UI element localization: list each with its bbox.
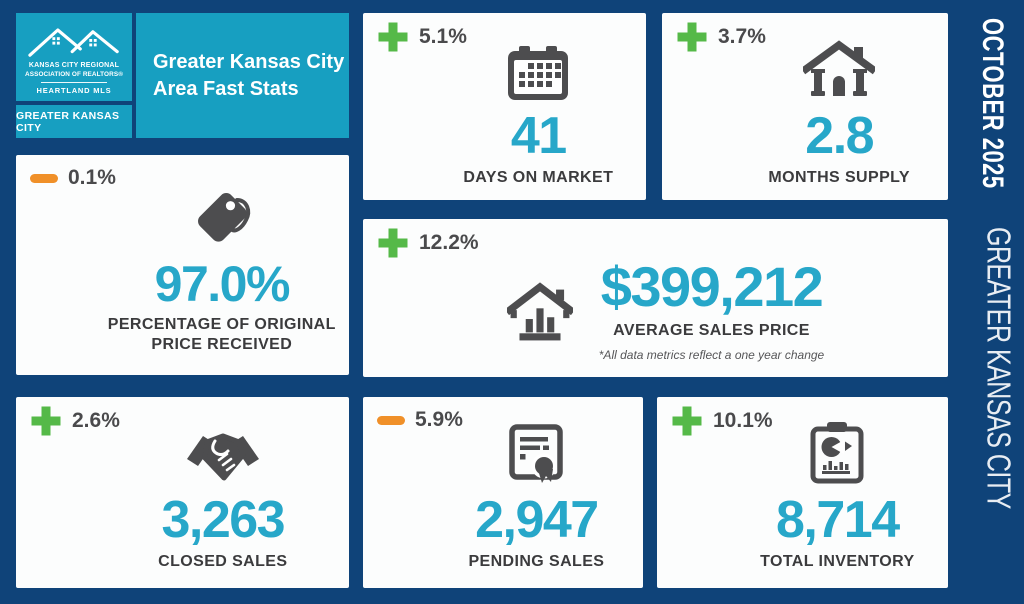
stat-label: DAYS ON MARKET [463,169,614,186]
yoy-change: 12.2% [377,226,479,260]
stat-label: PERCENTAGE OF ORIGINAL PRICE RECEIVED [107,316,336,353]
plus-icon [31,406,61,436]
yoy-change-value: 2.6% [72,409,120,432]
sidebar-month-label: OCTOBER 2025 [976,18,1011,189]
clipboard-chart-icon [810,422,864,484]
yoy-change-value: 0.1% [68,166,116,189]
stat-card-total-inventory: 10.1% 8,714 TOTAL INVENTORY [657,397,948,588]
yoy-change-value: 5.9% [415,408,463,431]
house-columns-icon [803,40,876,96]
yoy-change: 5.9% [377,405,463,435]
stat-card-months-supply: 3.7% 2.8 MONTHS SUPPLY [662,13,948,200]
stat-card-pending-sales: 5.9% 2,947 PENDING SALES [363,397,643,588]
stat-label: TOTAL INVENTORY [760,553,915,570]
yoy-change: 2.6% [30,404,120,438]
page-title: Greater Kansas City Area Fast Stats [136,13,349,138]
plus-icon [378,228,408,258]
yoy-change-value: 10.1% [713,409,773,432]
yoy-change: 5.1% [377,20,467,54]
plus-icon [672,406,702,436]
house-chart-icon [506,281,573,340]
org-name-line2: ASSOCIATION OF REALTORS® [25,71,123,78]
minus-icon [377,415,405,425]
certificate-icon [509,424,564,483]
stat-label: AVERAGE SALES PRICE [613,322,810,339]
calendar-icon [508,46,569,100]
stat-value: $399,212 [600,255,824,318]
stat-value: 97.0% [154,256,291,312]
org-name-line1: KANSAS CITY REGIONAL [28,62,120,69]
plus-icon [677,22,707,52]
stat-label: CLOSED SALES [158,553,288,570]
page-title-line2: Area Fast Stats [153,77,299,100]
yoy-change: 10.1% [671,404,773,438]
stat-card-days-on-market: 5.1% 41 DAYS ON MARKET [363,13,646,200]
yoy-change-value: 12.2% [419,231,479,254]
region-tag-box: GREATER KANSAS CITY [16,105,132,138]
stat-value: 41 [510,107,567,165]
plus-icon [378,22,408,52]
stat-value: 2.8 [805,107,874,165]
yoy-change-value: 3.7% [718,25,766,48]
yoy-change: 0.1% [30,163,116,193]
yoy-change: 3.7% [676,20,766,54]
stat-label: PENDING SALES [468,553,605,570]
stat-card-closed-sales: 2.6% 3,263 CLOSED SALES [16,397,349,588]
stat-value: 2,947 [475,491,599,549]
footnote: *All data metrics reflect a one year cha… [598,348,825,362]
sidebar-region-label: GREATER KANSAS CITY [979,227,1018,509]
logo-box: KANSAS CITY REGIONAL ASSOCIATION OF REAL… [16,13,132,101]
stat-value: 3,263 [161,491,285,549]
page-title-line1: Greater Kansas City [153,51,345,74]
price-tag-icon [197,193,250,242]
stat-value: 8,714 [776,491,900,549]
logo-divider [41,82,107,83]
stat-card-avg-sales-price: 12.2% $399,212 AVERAGE SALES PRICE *All … [363,219,948,377]
stat-label: MONTHS SUPPLY [768,169,910,186]
houses-logo-icon [28,28,119,57]
stat-card-pct-original-price: 0.1% 97.0% PERCENTAGE OF ORIGINAL PRICE … [16,155,349,375]
handshake-icon [186,433,259,481]
mls-label: HEARTLAND MLS [36,86,112,95]
yoy-change-value: 5.1% [419,25,467,48]
minus-icon [30,173,58,183]
